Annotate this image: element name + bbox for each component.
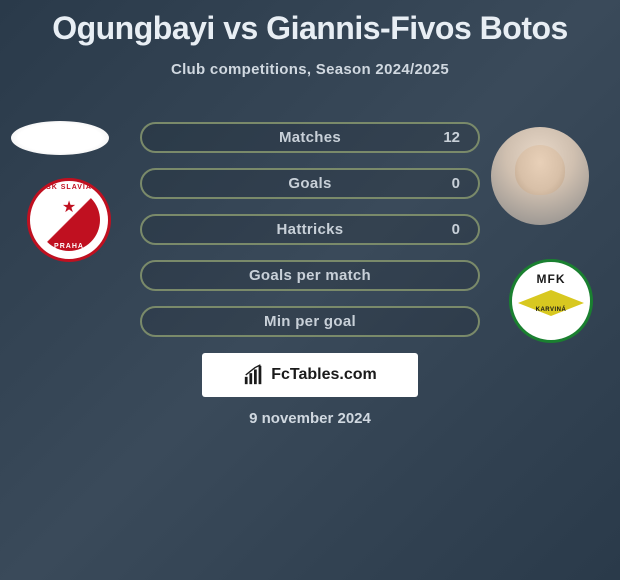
stat-row: Goals per match — [140, 260, 480, 291]
stat-row: Goals 0 — [140, 168, 480, 199]
chart-icon — [243, 364, 265, 386]
club-right-label: KARVINÁ — [509, 307, 593, 313]
stats-list: Matches 12 Goals 0 Hattricks 0 Goals per… — [140, 122, 480, 352]
player-left-avatar — [11, 121, 109, 155]
subtitle: Club competitions, Season 2024/2025 — [0, 61, 620, 78]
club-left-badge — [27, 178, 111, 262]
stat-label: Matches — [279, 129, 341, 146]
stat-label: Hattricks — [277, 221, 344, 238]
watermark: FcTables.com — [202, 353, 418, 397]
stat-value: 12 — [443, 129, 460, 146]
stat-value: 0 — [452, 175, 460, 192]
watermark-text: FcTables.com — [271, 366, 377, 384]
player-right-avatar — [491, 127, 589, 225]
club-right-badge — [509, 259, 593, 343]
stat-row: Matches 12 — [140, 122, 480, 153]
stat-value: 0 — [452, 221, 460, 238]
stat-row: Min per goal — [140, 306, 480, 337]
stat-row: Hattricks 0 — [140, 214, 480, 245]
stat-label: Goals per match — [249, 267, 371, 284]
page-title: Ogungbayi vs Giannis-Fivos Botos — [0, 0, 620, 47]
stat-label: Goals — [288, 175, 331, 192]
date-label: 9 november 2024 — [0, 410, 620, 427]
stat-label: Min per goal — [264, 313, 356, 330]
